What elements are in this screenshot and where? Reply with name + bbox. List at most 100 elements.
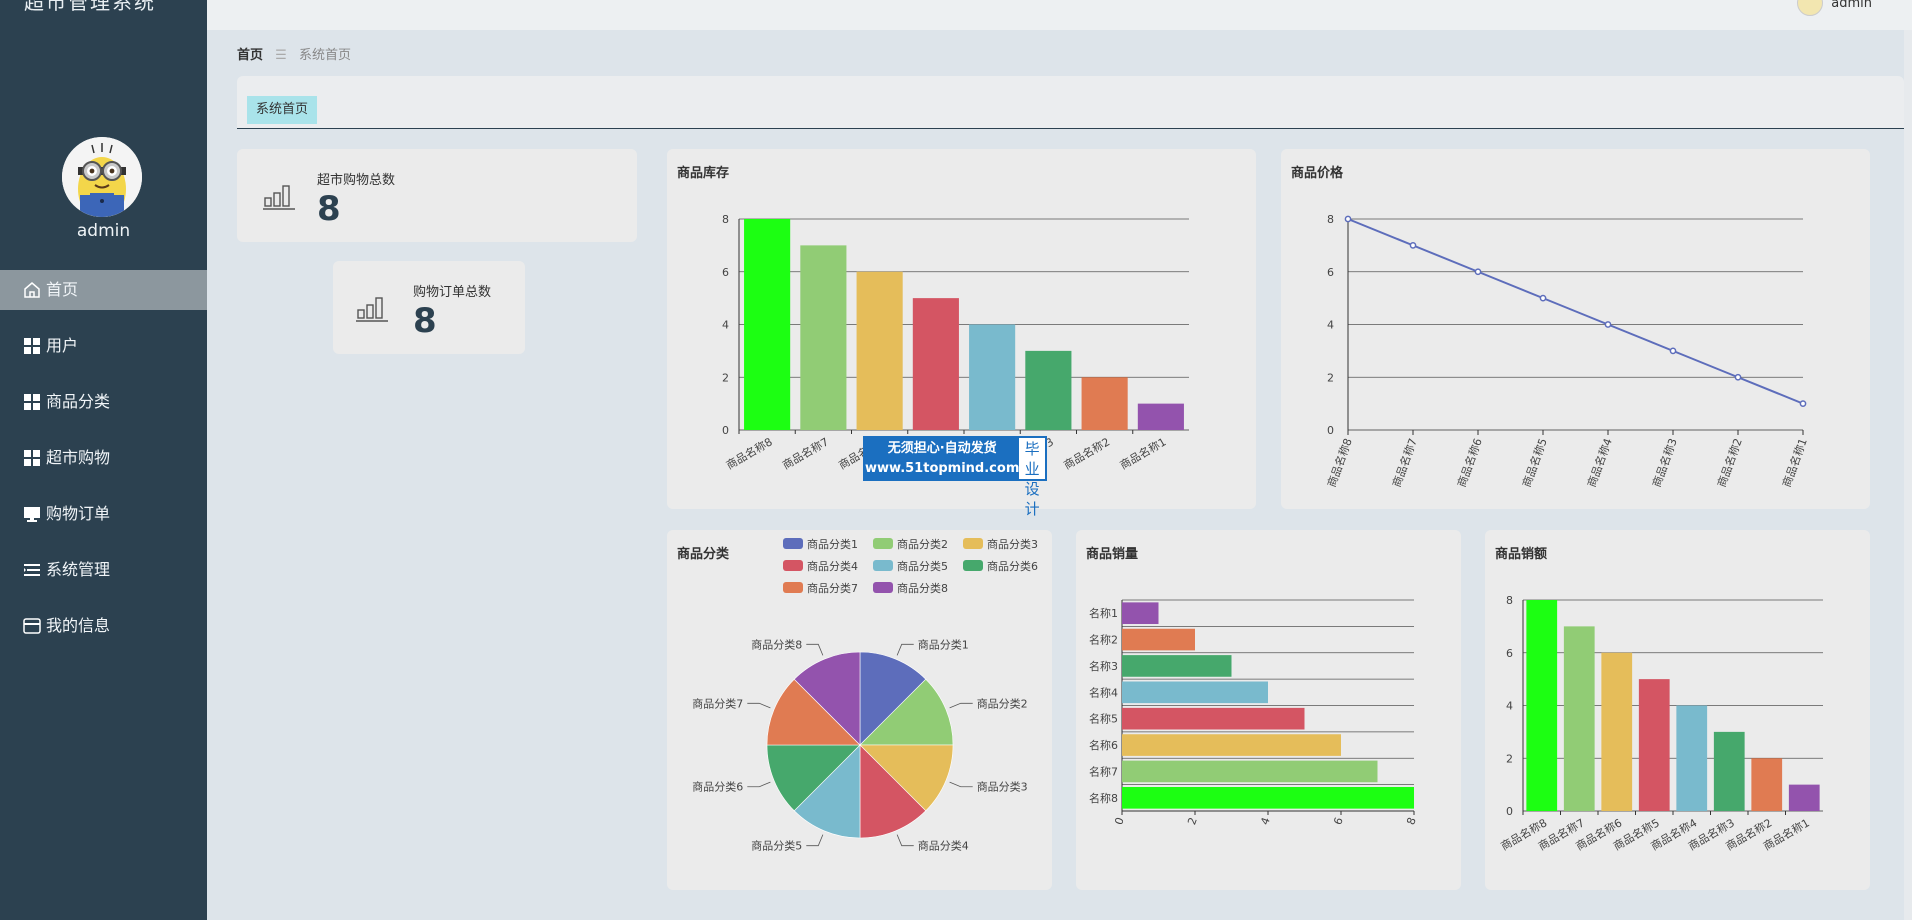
stat-value: 8 [317, 189, 341, 229]
line-point [1799, 400, 1807, 407]
sales-qty-chart: 名称1 名称2 名称3 名称4 名称5 名称6 名称7 名称8 0 2 4 6 8 [1089, 599, 1419, 827]
pie-label-line [806, 834, 824, 847]
list-icon [22, 560, 42, 580]
x-tick-label: 商品名称4 [1584, 436, 1615, 489]
pie-label-line [896, 834, 914, 847]
y-tick-label: 0 [1506, 805, 1513, 818]
y-tick-label: 0 [1327, 424, 1334, 437]
sidebar-item-home[interactable]: 首页 [0, 270, 207, 310]
x-tick-label: 商品名称2 [1061, 434, 1112, 472]
bar [1122, 734, 1341, 756]
pie-label: 商品分类2 [977, 696, 1028, 710]
legend-label: 商品分类1 [807, 537, 858, 551]
chart-card-category: 商品分类 商品分类1 商品分类2 商品分类3 商品分类4 商品分类5 商品分类6 商品分类7… [667, 530, 1052, 890]
x-tick-label: 6 [1331, 816, 1346, 827]
x-tick-label: 商品名称2 [1714, 436, 1745, 489]
avatar[interactable] [62, 137, 142, 217]
pie-label: 商品分类7 [692, 696, 743, 710]
stat-label: 购物订单总数 [413, 285, 492, 300]
line-point [1669, 347, 1677, 355]
line-point [1539, 294, 1547, 302]
bar [1122, 760, 1378, 783]
x-tick-label: 商品名称8 [1324, 436, 1355, 489]
chart-title: 商品库存 [677, 166, 730, 181]
y-tick-label: 名称1 [1089, 606, 1118, 620]
pie-slice [793, 651, 861, 746]
sales-amount-chart: 02468商品名称8商品名称7商品名称6商品名称5商品名称4商品名称3商品名称2… [1498, 594, 1823, 853]
top-user-menu[interactable]: admin [1797, 0, 1872, 16]
y-tick-label: 8 [722, 213, 729, 226]
x-tick-label: 2 [1185, 816, 1200, 827]
y-tick-label: 名称4 [1089, 685, 1118, 699]
pie-label-line [747, 781, 771, 788]
sidebar-item-label: 系统管理 [46, 560, 111, 579]
breadcrumb-current: 系统首页 [298, 48, 351, 63]
chart-title: 商品价格 [1291, 166, 1344, 181]
x-tick-label: 商品名称1 [1779, 436, 1810, 489]
sidebar-item-profile[interactable]: 我的信息 [0, 606, 207, 646]
sidebar-item-label: 购物订单 [46, 504, 111, 523]
pie-slice [859, 651, 927, 746]
x-tick-label: 商品名称5 [1519, 436, 1550, 489]
breadcrumb-home[interactable]: 首页 [237, 48, 264, 63]
bar [912, 298, 959, 430]
sidebar-item-system[interactable]: 系统管理 [0, 550, 207, 590]
chart-title: 商品销额 [1495, 547, 1548, 562]
legend-swatch [783, 560, 803, 571]
chart-title: 商品分类 [677, 547, 730, 562]
pie-label-line [949, 702, 973, 709]
chart-title: 商品销量 [1086, 547, 1139, 562]
sidebar: 超市管理系统 admin 首页 [0, 0, 207, 920]
sidebar-menu: 首页 用户 商品分类 超市购物 购物订单 [0, 270, 207, 662]
x-tick-label: 商品名称7 [780, 434, 831, 472]
y-tick-label: 0 [722, 424, 729, 437]
pie-slice [859, 678, 954, 746]
stat-label: 超市购物总数 [317, 173, 396, 188]
pie-label-line [949, 781, 973, 788]
bar [1788, 784, 1820, 811]
category-pie-chart: 商品分类1 商品分类2 商品分类3 商品分类4 商品分类5 商品分类6 商品分类7 商品分类8… [692, 537, 1038, 853]
sidebar-item-label: 商品分类 [46, 392, 111, 411]
bar [800, 245, 847, 430]
legend-swatch [873, 582, 893, 593]
sidebar-item-users[interactable]: 用户 [0, 326, 207, 366]
line-point [1474, 268, 1482, 276]
scrollbar[interactable] [1904, 30, 1912, 920]
pie-label-line [896, 643, 914, 656]
y-tick-label: 2 [1327, 371, 1334, 384]
grid-icon [22, 336, 42, 356]
pie-slice [793, 744, 861, 839]
y-tick-label: 名称5 [1089, 712, 1118, 726]
legend-label: 商品分类8 [897, 581, 948, 595]
pie-label: 商品分类4 [918, 839, 969, 853]
sidebar-item-shopping[interactable]: 超市购物 [0, 438, 207, 478]
bar [1081, 377, 1128, 430]
sidebar-item-orders[interactable]: 购物订单 [0, 494, 207, 534]
stat-card-shopping: 超市购物总数 8 [237, 149, 637, 242]
legend-swatch [873, 560, 893, 571]
bar [1137, 403, 1184, 430]
bar [1122, 707, 1305, 730]
x-tick-label: 商品名称8 [723, 434, 774, 472]
pie-slice [766, 678, 861, 746]
app-title: 超市管理系统 [24, 0, 156, 14]
sidebar-item-label: 我的信息 [46, 616, 111, 635]
x-tick-label: 商品名称3 [1649, 436, 1680, 489]
bar [1601, 652, 1633, 811]
tab-system-home[interactable]: 系统首页 [247, 96, 318, 124]
pie-label: 商品分类8 [751, 637, 802, 651]
watermark-right2: 设计 [1024, 480, 1040, 518]
top-bar: admin [207, 0, 1912, 30]
bar [856, 271, 903, 430]
pie-label-line [806, 643, 824, 656]
pie-label: 商品分类5 [751, 839, 802, 853]
bar-chart-icon [356, 297, 388, 322]
sidebar-item-categories[interactable]: 商品分类 [0, 382, 207, 422]
bar [1751, 758, 1783, 811]
grid-icon [22, 392, 42, 412]
legend-label: 商品分类2 [897, 537, 948, 551]
legend-label: 商品分类5 [897, 559, 948, 573]
chart-card-sales-amount: 商品销额 0 2 4 6 8 商品名称8 商品名称7 商品名称6 商品名称5 商品名称4 商品名称3… [1485, 530, 1870, 890]
x-tick-label: 8 [1404, 816, 1419, 827]
bar [1676, 705, 1708, 811]
